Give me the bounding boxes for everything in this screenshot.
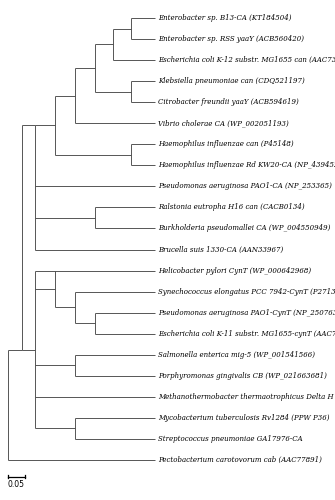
Text: Salmonella enterica mig-5 (WP_001541566): Salmonella enterica mig-5 (WP_001541566)	[158, 351, 315, 359]
Text: Enterobacter sp. RSS yaaY (ACB560420): Enterobacter sp. RSS yaaY (ACB560420)	[158, 35, 304, 43]
Text: Streptococcus pneumoniae GA17976-CA: Streptococcus pneumoniae GA17976-CA	[158, 435, 303, 443]
Text: Haemophilus influenzae can (P45148): Haemophilus influenzae can (P45148)	[158, 140, 293, 148]
Text: Mycobacterium tuberculosis Rv1284 (PPW P36): Mycobacterium tuberculosis Rv1284 (PPW P…	[158, 414, 330, 422]
Text: Haemophilus influenzae Rd KW20-CA (NP_439452): Haemophilus influenzae Rd KW20-CA (NP_43…	[158, 162, 335, 170]
Text: Brucella suis 1330-CA (AAN33967): Brucella suis 1330-CA (AAN33967)	[158, 246, 283, 254]
Text: Pectobacterium carotovorum cab (AAC77891): Pectobacterium carotovorum cab (AAC77891…	[158, 456, 322, 464]
Text: Methanothermobacter thermaotrophicus Delta H cab: Methanothermobacter thermaotrophicus Del…	[158, 393, 335, 401]
Text: Escherichia coli K-12 substr. MG1655 can (AAC73237): Escherichia coli K-12 substr. MG1655 can…	[158, 56, 335, 64]
Text: Helicobacter pylori CynT (WP_000642968): Helicobacter pylori CynT (WP_000642968)	[158, 266, 311, 274]
Text: Pseudomonas aeruginosa PAO1-CA (NP_253365): Pseudomonas aeruginosa PAO1-CA (NP_25336…	[158, 182, 332, 190]
Text: Synechococcus elongatus PCC 7942-CynT (P27134): Synechococcus elongatus PCC 7942-CynT (P…	[158, 288, 335, 296]
Text: Citrobacter freundii yaaY (ACB594619): Citrobacter freundii yaaY (ACB594619)	[158, 98, 299, 106]
Text: Ralstonia eutropha H16 can (CACB0134): Ralstonia eutropha H16 can (CACB0134)	[158, 204, 305, 212]
Text: Pseudomonas aeruginosa PAO1-CynT (NP_250763): Pseudomonas aeruginosa PAO1-CynT (NP_250…	[158, 308, 335, 316]
Text: Porphyromonas gingivalis CB (WP_021663681): Porphyromonas gingivalis CB (WP_02166368…	[158, 372, 327, 380]
Text: Enterobacter sp. B13-CA (KT184504): Enterobacter sp. B13-CA (KT184504)	[158, 14, 291, 22]
Text: 0.05: 0.05	[8, 480, 25, 489]
Text: Burkholderia pseudomallei CA (WP_004550949): Burkholderia pseudomallei CA (WP_0045509…	[158, 224, 330, 232]
Text: Vibrio cholerae CA (WP_002051193): Vibrio cholerae CA (WP_002051193)	[158, 119, 289, 127]
Text: Escherichia coli K-11 substr. MG1655-cynT (AAC73442): Escherichia coli K-11 substr. MG1655-cyn…	[158, 330, 335, 338]
Text: Klebsiella pneumoniae can (CDQ521197): Klebsiella pneumoniae can (CDQ521197)	[158, 77, 305, 85]
